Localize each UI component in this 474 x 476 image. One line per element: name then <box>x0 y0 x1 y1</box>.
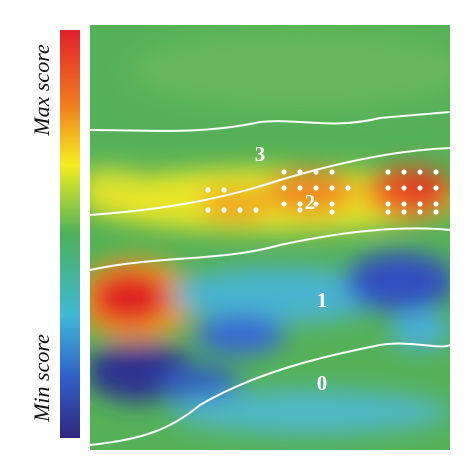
sample-dot <box>401 201 407 207</box>
min-label: Min score <box>29 334 54 423</box>
sample-dot <box>205 187 211 193</box>
sample-dot <box>329 185 335 191</box>
sample-dot <box>417 209 423 215</box>
sample-dot <box>385 169 391 175</box>
sample-dot <box>329 201 335 207</box>
sample-dot <box>401 185 407 191</box>
sample-dot <box>417 185 423 191</box>
sample-dot <box>417 169 423 175</box>
sample-dot <box>281 185 287 191</box>
sample-dot <box>221 187 227 193</box>
sample-dot <box>433 209 439 215</box>
sample-dot <box>345 185 351 191</box>
sample-dot <box>281 169 287 175</box>
sample-dot <box>401 169 407 175</box>
region-label: 2 <box>305 190 316 214</box>
sample-dot <box>297 207 303 213</box>
region-label: 1 <box>317 288 328 312</box>
sample-dot <box>385 185 391 191</box>
sample-dot <box>237 207 243 213</box>
colorbar <box>60 30 80 438</box>
sample-dot <box>313 185 319 191</box>
sample-dot <box>329 169 335 175</box>
sample-dot <box>417 201 423 207</box>
sample-dot <box>385 201 391 207</box>
sample-dot <box>433 169 439 175</box>
sample-dot <box>329 209 335 215</box>
sample-dot <box>297 201 303 207</box>
region-label: 3 <box>255 142 266 166</box>
sample-dot <box>385 209 391 215</box>
max-label: Max score <box>29 44 54 137</box>
sample-dot <box>253 207 259 213</box>
sample-dot <box>205 207 211 213</box>
sample-dot <box>401 209 407 215</box>
sample-dot <box>297 185 303 191</box>
sample-dot <box>433 201 439 207</box>
sample-dot <box>433 185 439 191</box>
sample-dot <box>221 207 227 213</box>
sample-dot <box>313 169 319 175</box>
sample-dot <box>313 201 319 207</box>
heatmap <box>90 25 450 450</box>
sample-dot <box>297 169 303 175</box>
region-label: 0 <box>317 371 328 395</box>
sample-dot <box>281 201 287 207</box>
